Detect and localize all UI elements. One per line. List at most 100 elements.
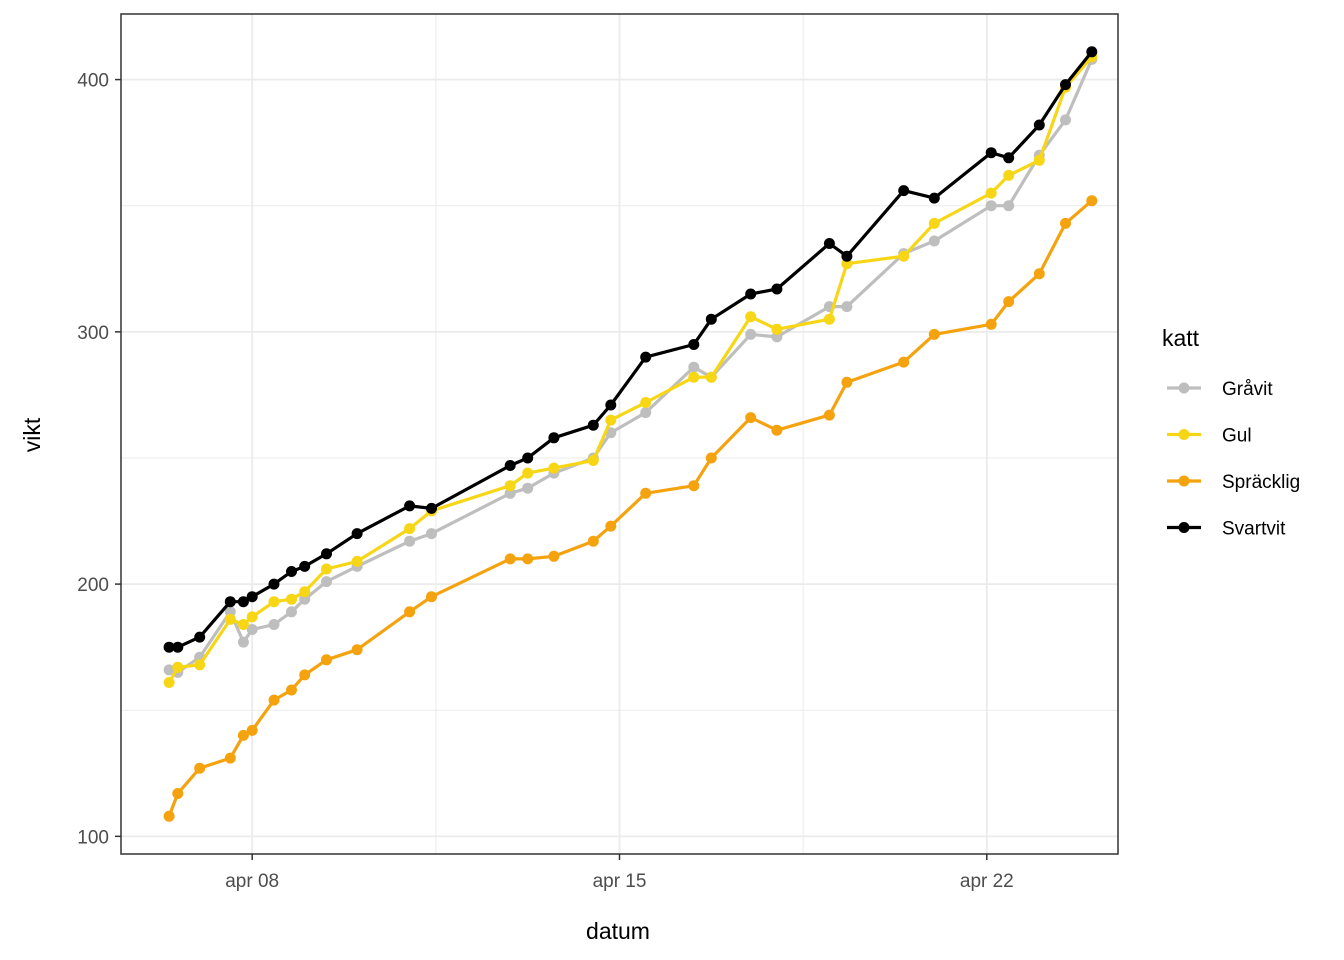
data-point xyxy=(172,788,184,799)
x-tick-label: apr 15 xyxy=(593,871,647,892)
data-point xyxy=(1060,217,1071,229)
data-point xyxy=(286,593,297,605)
x-tick-label: apr 22 xyxy=(960,871,1014,892)
data-point xyxy=(224,752,236,764)
y-axis-title: vikt xyxy=(19,417,45,452)
data-point xyxy=(928,328,940,340)
data-point xyxy=(351,555,363,567)
data-point xyxy=(1060,79,1071,91)
data-point xyxy=(1033,268,1045,280)
data-point xyxy=(163,641,175,653)
data-point xyxy=(522,553,534,565)
legend-item: Spräcklig xyxy=(1167,472,1300,493)
data-point xyxy=(321,654,332,666)
data-point xyxy=(522,452,534,464)
data-point xyxy=(194,762,206,774)
data-point xyxy=(237,596,249,608)
x-axis-title: datum xyxy=(586,918,650,944)
data-point xyxy=(640,397,652,408)
data-point xyxy=(688,371,700,383)
data-point xyxy=(321,576,332,588)
data-point xyxy=(640,351,652,363)
data-point xyxy=(823,409,835,421)
data-point xyxy=(504,487,516,499)
data-point xyxy=(286,684,297,696)
data-point xyxy=(548,550,560,562)
data-point xyxy=(172,661,184,673)
y-tick-label: 400 xyxy=(77,71,109,92)
data-point xyxy=(745,328,757,340)
data-point xyxy=(745,311,757,323)
data-point xyxy=(246,624,258,635)
data-point xyxy=(605,520,617,532)
data-point xyxy=(705,452,717,464)
data-point xyxy=(823,313,835,325)
y-tick-label: 200 xyxy=(77,575,109,596)
data-point xyxy=(688,480,700,492)
data-point xyxy=(321,563,332,575)
data-point xyxy=(823,238,835,249)
data-point xyxy=(426,528,437,540)
data-point xyxy=(841,250,853,262)
data-point xyxy=(1033,154,1045,166)
data-point xyxy=(426,591,437,603)
data-point xyxy=(268,596,280,608)
data-point xyxy=(928,217,940,229)
data-point xyxy=(522,467,534,479)
data-point xyxy=(841,376,853,388)
data-point xyxy=(224,613,236,625)
legend-item: Svartvit xyxy=(1167,519,1286,540)
data-point xyxy=(688,339,700,350)
legend-label: Gråvit xyxy=(1222,379,1273,400)
data-point xyxy=(404,500,416,512)
data-point xyxy=(1086,195,1098,207)
data-point xyxy=(268,578,280,590)
data-point xyxy=(587,455,599,466)
data-point xyxy=(1033,119,1045,131)
data-point xyxy=(771,424,783,436)
data-point xyxy=(771,331,783,343)
data-point xyxy=(286,566,297,577)
data-point xyxy=(522,482,534,494)
data-point xyxy=(246,611,258,623)
data-point xyxy=(1060,114,1071,126)
data-point xyxy=(246,591,258,603)
data-point xyxy=(163,664,175,676)
data-point xyxy=(299,669,311,681)
data-point xyxy=(985,200,997,212)
legend-title: katt xyxy=(1162,325,1200,351)
data-point xyxy=(504,553,516,565)
series-line xyxy=(167,199,1094,818)
data-point xyxy=(224,596,236,608)
data-point xyxy=(985,147,997,159)
legend-label: Svartvit xyxy=(1222,519,1286,540)
y-tick-label: 100 xyxy=(77,827,109,848)
data-point xyxy=(1003,296,1015,308)
x-tick-label: apr 08 xyxy=(225,871,279,892)
data-point xyxy=(268,694,280,706)
legend-item: Gråvit xyxy=(1167,379,1273,400)
legend-item: Gul xyxy=(1167,426,1252,447)
data-point xyxy=(299,586,311,598)
data-point xyxy=(928,192,940,204)
data-point xyxy=(404,606,416,618)
data-point xyxy=(286,606,297,618)
data-point xyxy=(504,460,516,471)
data-point xyxy=(246,724,258,736)
data-point xyxy=(1086,46,1098,58)
data-point xyxy=(745,412,757,424)
x-axis: apr 08 apr 15 apr 22 xyxy=(225,854,1014,892)
data-point xyxy=(985,187,997,199)
data-point xyxy=(705,371,717,383)
data-point xyxy=(898,185,910,197)
data-point xyxy=(237,729,249,741)
data-point xyxy=(351,644,363,656)
data-point xyxy=(194,631,206,643)
data-point xyxy=(928,235,940,247)
data-point xyxy=(504,480,516,492)
data-point xyxy=(237,619,249,630)
data-point xyxy=(898,250,910,262)
data-point xyxy=(163,677,175,688)
